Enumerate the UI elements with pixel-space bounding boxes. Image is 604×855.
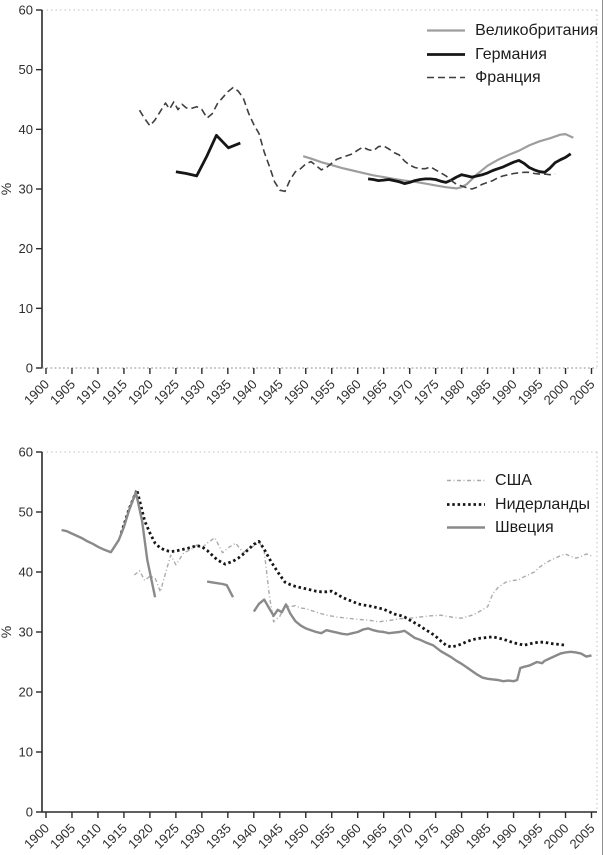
chart-top: 0 10 20 30 40 50 60 1900 1905 1910 1915 1920 1925 193… — [0, 3, 598, 408]
series-line-bottom — [133, 537, 592, 623]
legend-line-sample — [427, 77, 466, 79]
legend-line-sample — [447, 480, 486, 482]
x-axis-tick-label: 1945 — [255, 821, 286, 852]
series-line-bottom — [206, 580, 235, 598]
x-axis-tick-label: 1935 — [203, 377, 234, 408]
x-axis-tick-label: 1920 — [125, 821, 156, 852]
x-axis-tick-label: 1920 — [125, 377, 156, 408]
series-line-top — [367, 152, 572, 186]
legend-top: Великобритания Германия Франция — [426, 22, 598, 87]
legend-item: Великобритания — [426, 22, 598, 40]
x-axis-tick-label: 1900 — [21, 377, 52, 408]
y-axis-tick-label: 10 — [19, 745, 33, 760]
legend-bottom: США Нидерланды Швеция — [446, 472, 590, 537]
x-axis-tick-label: 1925 — [151, 821, 182, 852]
legend-item: Нидерланды — [446, 496, 590, 514]
y-axis-tick-label: 60 — [19, 445, 33, 460]
x-axis-tick-label: 1925 — [151, 377, 182, 408]
series-line-top — [302, 133, 574, 190]
x-axis-tick-label: 1995 — [515, 377, 546, 408]
x-axis-tick-label: 1905 — [47, 821, 78, 852]
legend-label: Швеция — [495, 519, 554, 537]
legend-line-sample — [427, 52, 466, 56]
x-axis-tick-label: 1950 — [281, 377, 312, 408]
x-axis-tick-label: 2000 — [541, 377, 572, 408]
x-axis-tick-label: 1970 — [385, 377, 416, 408]
legend-line-sample — [447, 502, 486, 506]
series-line-bottom — [61, 491, 157, 598]
y-axis-tick-label: 30 — [19, 625, 33, 640]
y-axis-tick-label: 20 — [19, 241, 33, 256]
line-chart-top-plot: 0102030405060190019051910191519201925193… — [0, 3, 598, 408]
x-axis-tick-label: 1995 — [515, 821, 546, 852]
x-axis-tick-label: 1975 — [411, 377, 442, 408]
x-axis-tick-label: 1945 — [255, 377, 286, 408]
x-axis-tick-label: 1985 — [463, 821, 494, 852]
x-axis-tick-label: 1965 — [359, 377, 390, 408]
x-axis-tick-label: 1980 — [437, 377, 468, 408]
x-axis-tick-label: 1965 — [359, 821, 390, 852]
x-axis-tick-label: 1990 — [489, 821, 520, 852]
x-axis-tick-label: 1910 — [73, 377, 104, 408]
x-axis-tick-label: 1900 — [21, 821, 52, 852]
y-axis-tick-label: 0 — [26, 361, 33, 376]
x-axis-tick-label: 1960 — [333, 377, 364, 408]
legend-item: США — [446, 472, 590, 490]
x-axis-tick-label: 1915 — [99, 377, 130, 408]
x-axis-tick-label: 1930 — [177, 821, 208, 852]
x-axis-tick-label: 1915 — [99, 821, 130, 852]
series-line-bottom — [252, 598, 592, 683]
y-axis-tick-label: 40 — [19, 565, 33, 580]
x-axis-tick-label: 2000 — [541, 821, 572, 852]
legend-label: США — [495, 472, 532, 489]
legend-label: Франция — [475, 69, 541, 87]
x-axis-tick-label: 1990 — [489, 377, 520, 408]
legend-line-sample — [427, 29, 466, 32]
x-axis-tick-label: 1975 — [411, 821, 442, 852]
y-axis-title: % — [0, 183, 14, 195]
y-axis-tick-label: 40 — [19, 122, 33, 137]
legend-label: Нидерланды — [495, 495, 590, 513]
x-axis-tick-label: 1950 — [281, 821, 312, 852]
x-axis-tick-label: 1985 — [463, 377, 494, 408]
x-axis-tick-label: 1940 — [229, 377, 260, 408]
y-axis-tick-label: 50 — [19, 505, 33, 520]
x-axis-tick-label: 1970 — [385, 821, 416, 852]
series-line-bottom — [119, 488, 566, 649]
page-scan-edge-line — [602, 0, 603, 855]
x-axis-tick-label: 1955 — [307, 821, 338, 852]
x-axis-tick-label: 1940 — [229, 821, 260, 852]
series-line-top — [175, 133, 241, 178]
series-line-top — [138, 86, 556, 193]
x-axis-tick-label: 1905 — [47, 377, 78, 408]
legend-label: Великобритания — [475, 22, 598, 39]
legend-item: Германия — [426, 46, 598, 64]
y-axis-title: % — [0, 626, 14, 638]
legend-label: Германия — [475, 45, 547, 63]
x-axis-tick-label: 1935 — [203, 821, 234, 852]
y-axis-tick-label: 10 — [19, 301, 33, 316]
x-axis-tick-label: 2005 — [567, 821, 598, 852]
line-chart-bottom-plot: 0102030405060190019051910191519201925193… — [0, 445, 598, 852]
y-axis-tick-label: 60 — [19, 3, 33, 18]
x-axis-tick-label: 1960 — [333, 821, 364, 852]
x-axis-tick-label: 1930 — [177, 377, 208, 408]
x-axis-tick-label: 1955 — [307, 377, 338, 408]
y-axis-tick-label: 0 — [26, 805, 33, 820]
legend-item: Швеция — [446, 519, 590, 537]
y-axis-tick-label: 30 — [19, 182, 33, 197]
chart-bottom: 0 10 20 30 40 50 60 1900 1905 1910 1915 1920 1925 193… — [0, 440, 604, 855]
legend-item: Франция — [426, 69, 598, 87]
y-axis-tick-label: 20 — [19, 685, 33, 700]
y-axis-tick-label: 50 — [19, 62, 33, 77]
x-axis-tick-label: 2005 — [567, 377, 598, 408]
x-axis-tick-label: 1910 — [73, 821, 104, 852]
x-axis-tick-label: 1980 — [437, 821, 468, 852]
legend-line-sample — [447, 526, 486, 530]
